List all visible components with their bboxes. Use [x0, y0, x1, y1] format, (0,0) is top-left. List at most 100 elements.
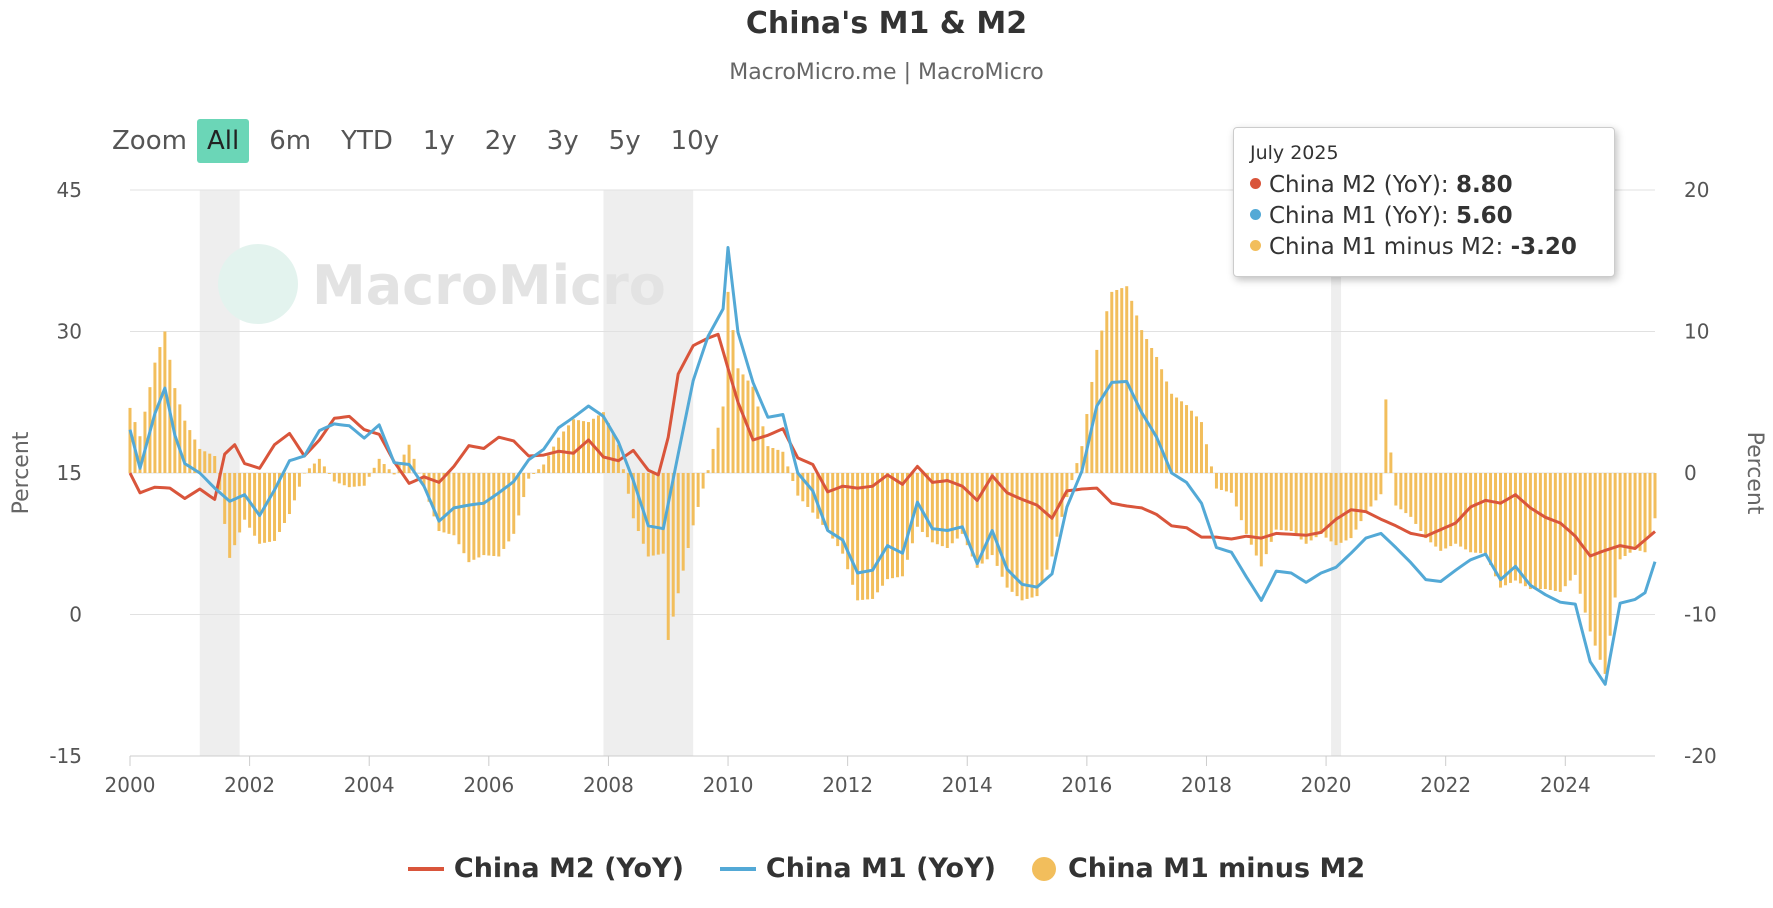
spread-bar — [302, 473, 306, 474]
x-axis: 2000 2002 2004 2006 2008 2010 2012 2014 2016 2018… — [105, 755, 1655, 797]
spread-bar — [238, 473, 242, 533]
legend-item-m2[interactable]: China M2 (YoY) — [407, 853, 684, 884]
spread-bar — [621, 469, 625, 473]
zoom-button-1y[interactable]: 1y — [422, 126, 455, 156]
spread-bar — [1199, 422, 1203, 473]
spread-bar — [616, 444, 620, 473]
x-tick-label: 2016 — [1061, 773, 1112, 797]
spread-bar — [452, 473, 456, 536]
spread-bar — [507, 473, 511, 542]
spread-bar — [1165, 381, 1169, 473]
spread-bar — [517, 473, 521, 516]
spread-bar — [736, 368, 740, 473]
spread-bar — [606, 423, 610, 473]
spread-bar — [1274, 473, 1278, 530]
spread-bar — [915, 473, 919, 527]
spread-bar — [1608, 473, 1612, 636]
spread-bar — [228, 473, 232, 558]
spread-bar — [1259, 473, 1263, 567]
legend-label: China M1 (YoY) — [765, 853, 996, 884]
zoom-button-2y[interactable]: 2y — [484, 126, 517, 156]
legend-item-spread[interactable]: China M1 minus M2 — [1031, 853, 1365, 884]
spread-bar — [1469, 473, 1473, 553]
zoom-button-6m[interactable]: 6m — [269, 126, 312, 156]
spread-bar — [1065, 473, 1069, 498]
spread-bar — [1369, 473, 1373, 507]
spread-bar — [532, 473, 536, 474]
spread-bar — [158, 347, 162, 473]
spread-bar — [497, 473, 501, 557]
spread-bar — [1364, 473, 1368, 513]
zoom-button-all[interactable]: All — [196, 119, 250, 163]
spread-bar — [1404, 473, 1408, 514]
spread-bar — [1384, 399, 1388, 473]
spread-bar — [945, 473, 949, 548]
spread-bar — [1434, 473, 1438, 547]
legend-item-m1[interactable]: China M1 (YoY) — [719, 853, 996, 884]
spread-bar — [1204, 444, 1208, 473]
watermark: MacroMicro — [218, 244, 666, 324]
spread-bar — [1474, 473, 1478, 553]
circle-swatch-icon — [1031, 856, 1056, 881]
spread-bar — [930, 473, 934, 543]
spread-bar — [1030, 473, 1034, 598]
spread-bar — [1623, 473, 1627, 557]
spread-bar — [935, 473, 939, 545]
line-swatch-icon — [407, 866, 444, 871]
spread-bar — [337, 473, 341, 484]
spread-bar — [357, 473, 361, 487]
spread-bar — [432, 473, 436, 517]
x-tick-label: 2012 — [822, 773, 873, 797]
spread-bar — [1578, 473, 1582, 594]
spread-bar — [861, 473, 865, 600]
spread-bar — [846, 473, 850, 570]
spread-bar — [1598, 473, 1602, 660]
spread-bar — [1454, 473, 1458, 544]
spread-bar — [806, 473, 810, 507]
spread-bar — [332, 473, 336, 482]
spread-bar — [582, 421, 586, 473]
y-left-tick-label: 15 — [57, 461, 82, 485]
spread-bar — [412, 458, 416, 473]
x-tick-label: 2000 — [105, 773, 156, 797]
x-tick-label: 2024 — [1540, 773, 1591, 797]
spread-bar — [387, 469, 391, 473]
spread-bar — [1389, 452, 1393, 473]
spread-bar — [1508, 473, 1512, 583]
spread-bar — [1125, 286, 1129, 473]
spread-bar — [1304, 473, 1308, 544]
dot-icon — [1250, 209, 1261, 220]
x-tick-label: 2006 — [463, 773, 514, 797]
x-tick-label: 2018 — [1181, 773, 1232, 797]
spread-bar — [502, 473, 506, 549]
spread-bar — [1239, 473, 1243, 521]
hover-tooltip: July 2025 China M2 (YoY): 8.80 China M1 … — [1233, 127, 1615, 277]
spread-bar — [487, 473, 491, 556]
spread-bar — [1533, 473, 1537, 590]
dot-icon — [1250, 178, 1261, 189]
spread-bar — [587, 422, 590, 473]
zoom-button-ytd[interactable]: YTD — [341, 126, 393, 156]
zoom-button-3y[interactable]: 3y — [546, 126, 579, 156]
spread-bar — [362, 473, 366, 486]
spread-bar — [1234, 473, 1238, 507]
spread-bar — [1653, 473, 1657, 519]
zoom-button-5y[interactable]: 5y — [608, 126, 641, 156]
spread-bar — [596, 415, 600, 473]
spread-bar — [1050, 473, 1054, 557]
spread-bar — [651, 473, 655, 556]
spread-bar — [1324, 473, 1328, 538]
spread-bar — [1329, 473, 1333, 542]
spread-bar — [208, 453, 212, 473]
zoom-button-10y[interactable]: 10y — [670, 126, 720, 156]
spread-bar — [781, 451, 785, 473]
spread-bar — [940, 473, 944, 547]
tooltip-series-value: 8.80 — [1455, 172, 1513, 198]
spread-bar — [661, 473, 665, 554]
spread-bar — [492, 473, 496, 557]
spread-bar — [776, 449, 780, 473]
spread-bar — [1010, 473, 1014, 592]
dot-icon — [1250, 240, 1261, 251]
spread-bar — [1409, 473, 1413, 517]
spread-bar — [696, 473, 700, 507]
